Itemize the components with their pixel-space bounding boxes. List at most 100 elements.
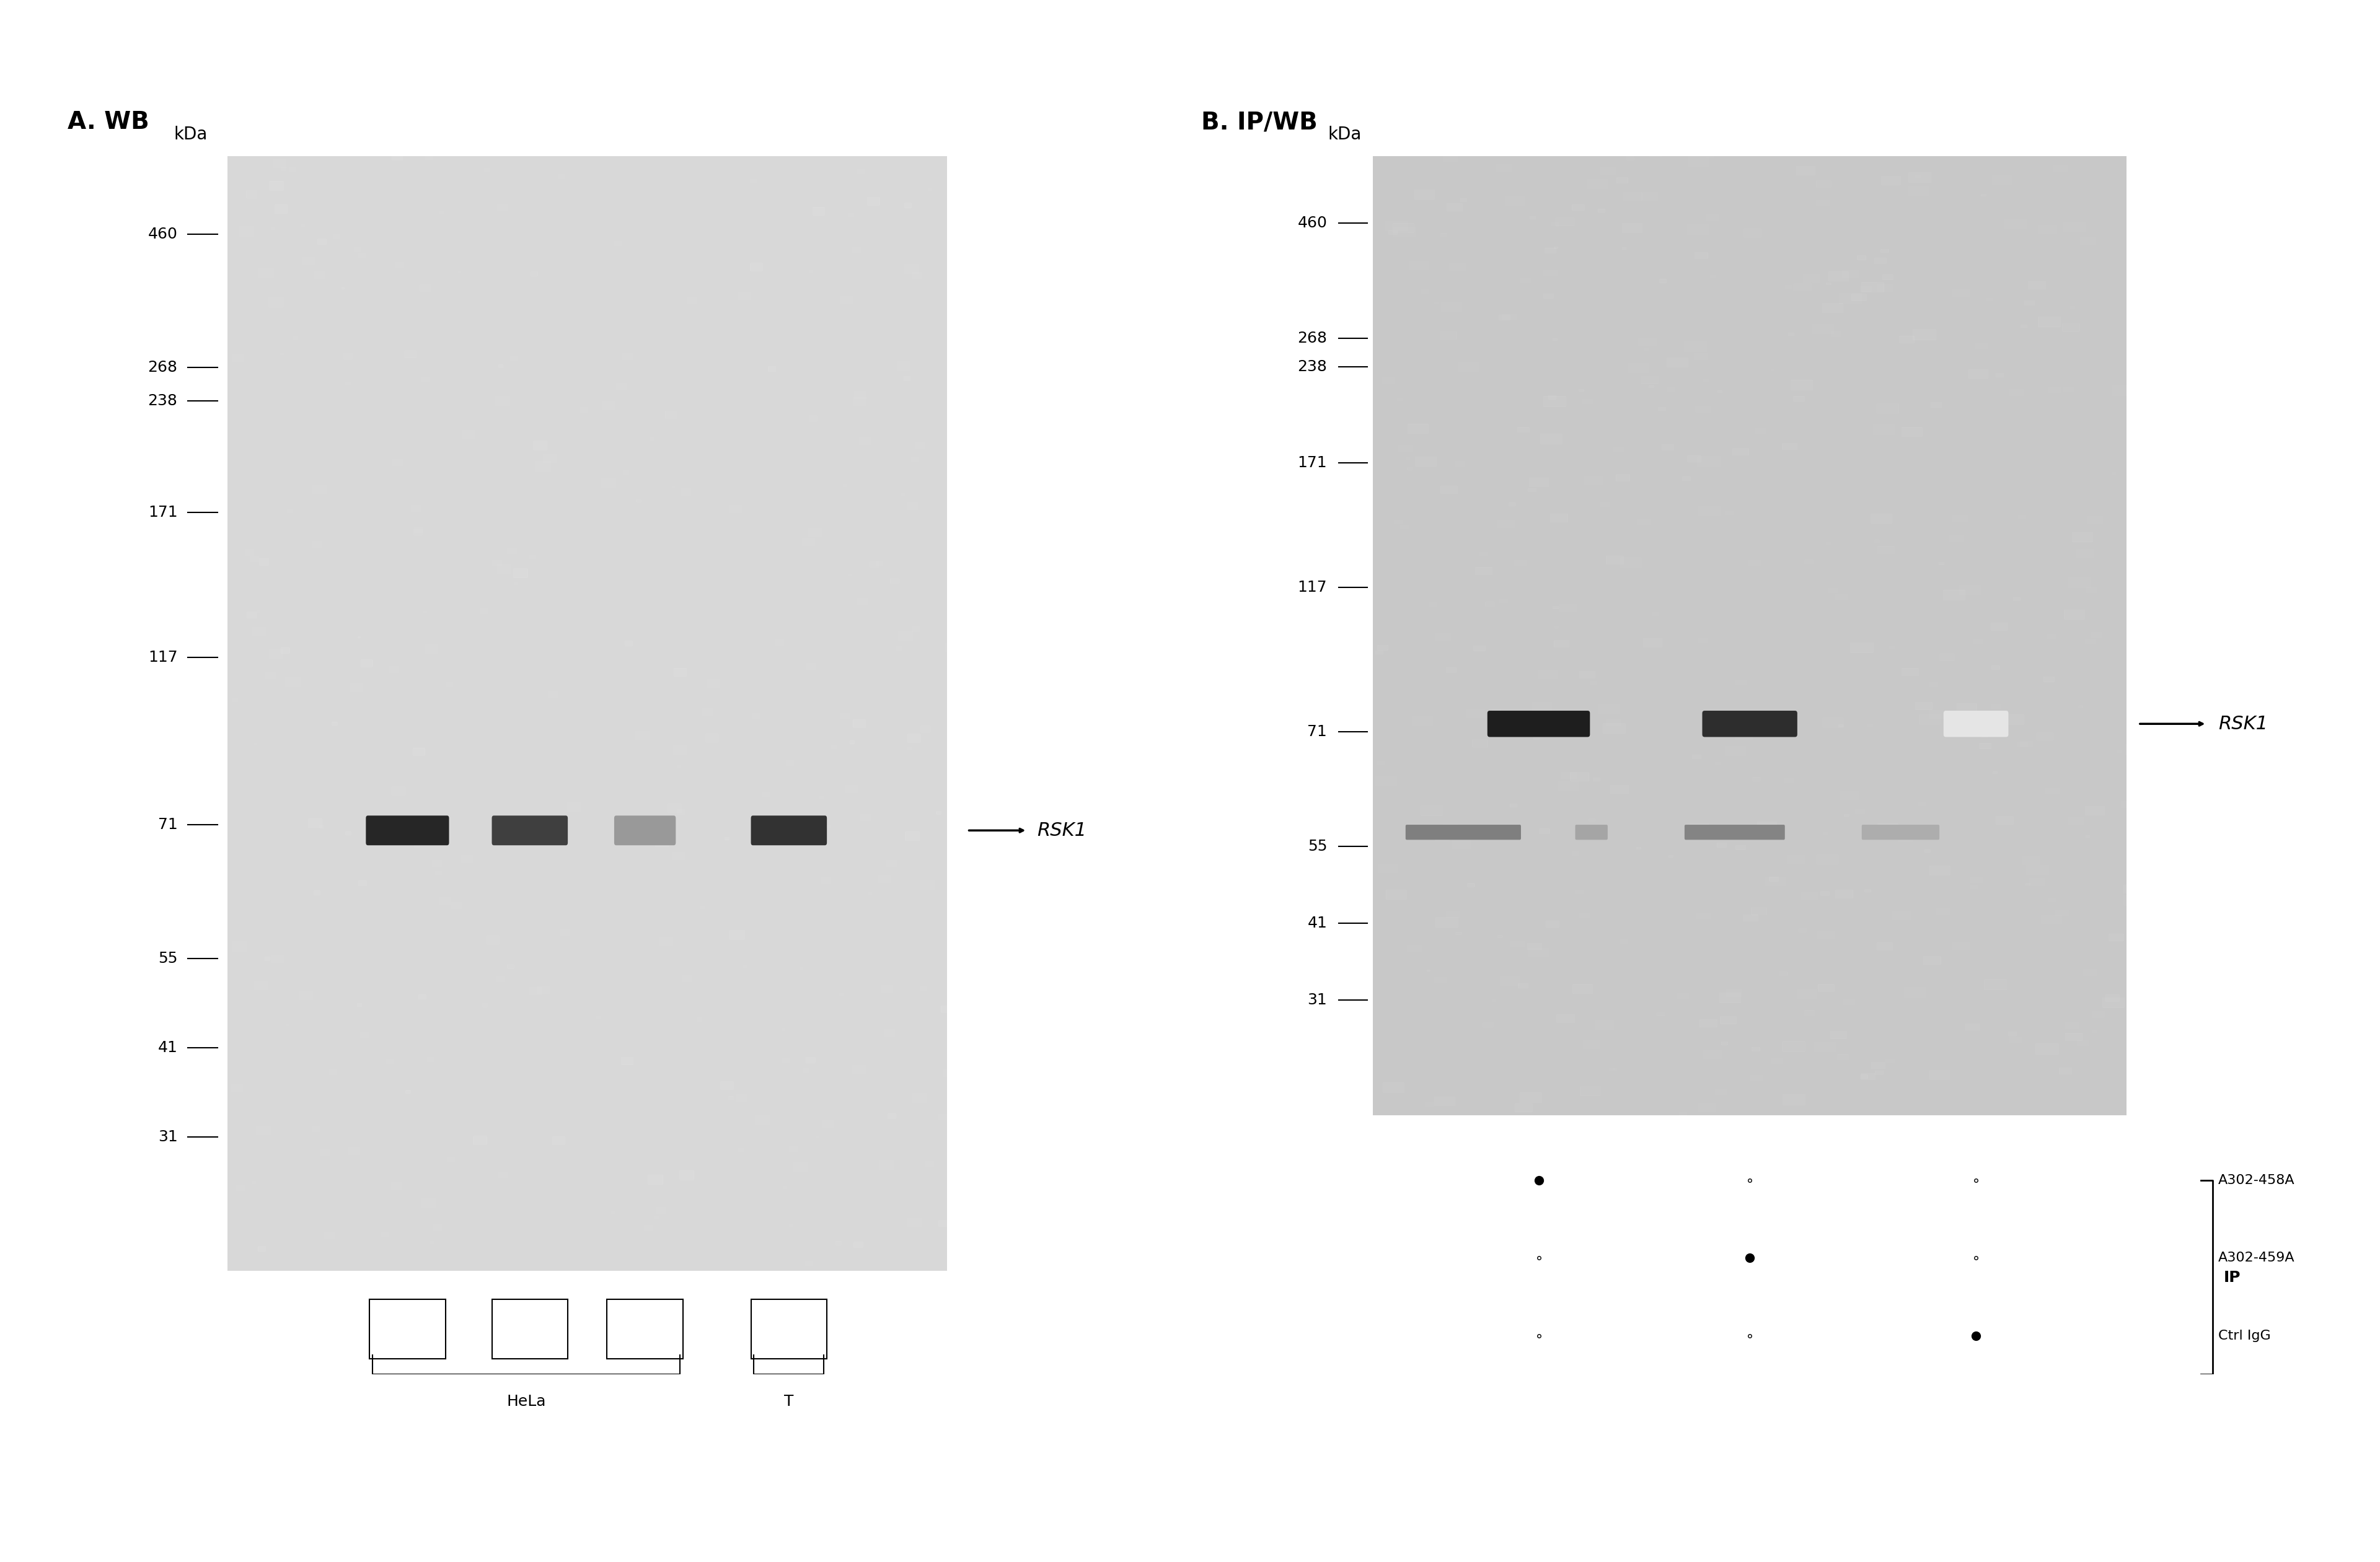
Bar (347, 1147, 359, 1154)
Bar (840, 712, 850, 719)
Bar (1942, 590, 1963, 600)
Bar (876, 795, 885, 801)
Bar (1576, 890, 1583, 893)
Bar (286, 1023, 288, 1025)
Bar (688, 297, 697, 303)
Bar (726, 662, 733, 665)
Bar (1435, 633, 1449, 640)
FancyBboxPatch shape (607, 1300, 683, 1359)
Bar (821, 1120, 833, 1128)
Bar (1802, 892, 1818, 900)
Bar (678, 1170, 693, 1179)
Bar (1706, 214, 1718, 220)
Bar (1521, 1093, 1542, 1103)
Bar (324, 1232, 333, 1239)
Bar (1606, 584, 1618, 589)
Bar (1944, 420, 1959, 426)
Bar (2059, 1068, 2071, 1073)
Bar (1814, 1042, 1835, 1051)
Bar (2092, 1011, 2104, 1017)
Bar (1576, 459, 1592, 467)
Bar (359, 1032, 369, 1037)
Bar (804, 1261, 812, 1265)
Bar (1530, 217, 1535, 219)
Bar (1476, 567, 1492, 575)
Bar (231, 355, 243, 362)
Bar (1811, 323, 1833, 334)
Bar (1783, 442, 1797, 450)
Bar (1864, 889, 1871, 892)
Bar (245, 191, 257, 197)
Bar (1952, 515, 1968, 522)
Bar (2078, 1040, 2090, 1045)
Bar (471, 459, 478, 462)
Bar (1823, 833, 1828, 834)
Bar (231, 1084, 243, 1092)
Text: A. WB: A. WB (67, 111, 150, 134)
Bar (2009, 389, 2023, 395)
Bar (1818, 984, 1835, 992)
Bar (250, 556, 259, 561)
Bar (1966, 1081, 1973, 1084)
Bar (1726, 989, 1742, 997)
Bar (455, 703, 459, 706)
Bar (1557, 1014, 1573, 1023)
Bar (1447, 264, 1464, 273)
Bar (1797, 989, 1816, 998)
Bar (264, 958, 269, 961)
Bar (474, 347, 488, 355)
Text: 71: 71 (157, 817, 178, 833)
Bar (269, 297, 283, 306)
Bar (666, 804, 681, 812)
Bar (1918, 801, 1925, 806)
Bar (407, 715, 421, 725)
Bar (1994, 294, 2004, 298)
Bar (1687, 225, 1709, 234)
Bar (1745, 228, 1761, 236)
Bar (1397, 398, 1402, 401)
Bar (238, 1140, 240, 1142)
Bar (897, 631, 912, 640)
Bar (866, 197, 881, 205)
Bar (433, 1225, 440, 1229)
Bar (393, 520, 397, 522)
Bar (1621, 558, 1642, 567)
Bar (1407, 945, 1421, 951)
Bar (1597, 209, 1604, 212)
Bar (1497, 520, 1514, 528)
Bar (314, 890, 319, 895)
Bar (1897, 828, 1918, 837)
Bar (1742, 914, 1756, 922)
Bar (859, 814, 871, 820)
Bar (1873, 258, 1885, 264)
Bar (1511, 940, 1523, 947)
FancyBboxPatch shape (1576, 825, 1606, 840)
Bar (728, 1097, 733, 1100)
Bar (497, 1172, 507, 1178)
Bar (1816, 931, 1835, 939)
Bar (1499, 316, 1509, 320)
Bar (2063, 222, 2085, 231)
Bar (859, 437, 871, 445)
Bar (1861, 584, 1883, 594)
Bar (1690, 823, 1709, 833)
Bar (757, 372, 762, 375)
Bar (707, 1078, 712, 1079)
Bar (1883, 275, 1892, 280)
Bar (607, 453, 609, 455)
Bar (462, 689, 469, 694)
Bar (1411, 715, 1433, 725)
Bar (831, 745, 835, 748)
Bar (902, 1061, 914, 1068)
Bar (845, 784, 857, 792)
Bar (2087, 515, 2102, 523)
Bar (724, 509, 735, 517)
Bar (1949, 534, 1963, 542)
FancyBboxPatch shape (369, 1300, 445, 1359)
Bar (343, 353, 352, 359)
Bar (819, 797, 823, 798)
Bar (295, 506, 302, 509)
FancyBboxPatch shape (1373, 156, 2128, 1115)
Bar (1426, 915, 1428, 917)
Bar (700, 633, 707, 637)
